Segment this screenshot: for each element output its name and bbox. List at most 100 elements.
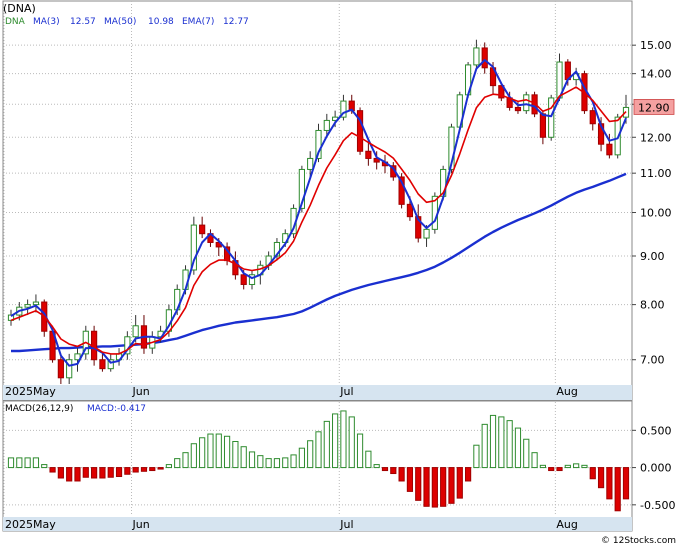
legend-symbol: DNA	[5, 17, 26, 27]
candle	[24, 299, 31, 316]
candle	[124, 331, 131, 360]
macd-month-label: 2025May	[5, 518, 56, 531]
macd-bar	[165, 464, 173, 469]
macd-bar	[7, 457, 15, 469]
macd-bar	[415, 467, 422, 501]
macd-month-label: Jun	[132, 518, 150, 531]
ma50-line	[11, 172, 627, 353]
macd-bar	[456, 467, 463, 499]
candle	[589, 107, 596, 131]
macd-bar	[464, 467, 472, 482]
macd-bar	[282, 457, 289, 469]
macd-bar	[232, 440, 239, 469]
macd-bar	[398, 467, 405, 482]
candle-body	[498, 85, 505, 99]
candle-body	[57, 359, 64, 379]
candle-body	[606, 143, 613, 156]
macd-month-label: Aug	[556, 518, 577, 531]
candle	[315, 123, 322, 163]
macd-legend-label: MACD(26,12,9)	[5, 404, 73, 414]
candle-body	[406, 203, 414, 218]
last-price-tag-label: 12.90	[638, 101, 670, 114]
macd-bar	[248, 451, 256, 469]
macd-tick-label: 0.500	[640, 424, 672, 437]
macd-bar	[548, 467, 555, 472]
macd-bar	[431, 467, 438, 508]
price-tick-label: 14.00	[640, 68, 672, 81]
candle-body	[539, 113, 546, 138]
candle-body	[74, 353, 81, 361]
macd-bar	[332, 413, 339, 469]
macd-bar	[573, 463, 580, 469]
macd-date-axis-band	[3, 517, 632, 531]
price-tick-label: 15.00	[640, 39, 672, 52]
macd-tick-label: -0.500	[640, 499, 675, 512]
macd-bar	[373, 464, 380, 469]
macd-bar	[124, 467, 131, 475]
macd-bar	[323, 420, 330, 469]
price-tick-label: 12.00	[640, 131, 672, 144]
price-legend: DNA MA(3) 12.57 MA(50) 10.98 EMA(7) 12.7…	[5, 17, 249, 27]
macd-legend-value: MACD:-0.417	[87, 404, 146, 414]
legend-ma50-value: 10.98	[148, 17, 174, 27]
candle	[248, 269, 256, 290]
candle	[140, 315, 148, 354]
candle	[415, 204, 422, 243]
price-tick-label: 11.00	[640, 167, 672, 180]
macd-bar	[315, 431, 322, 469]
macd-month-label: Jul	[339, 518, 353, 531]
macd-bar	[41, 464, 48, 469]
macd-bar	[66, 467, 73, 482]
macd-bar	[32, 457, 40, 469]
candle-body	[589, 110, 596, 125]
candle	[190, 216, 197, 275]
price-tick-label: 10.00	[640, 207, 672, 220]
price-tick-label: 8.00	[640, 299, 665, 312]
candle-body	[365, 150, 372, 159]
ema7-line	[10, 86, 627, 355]
legend-ma50-label: MA(50)	[104, 17, 136, 27]
last-price-tag-box	[633, 99, 675, 115]
candle-body	[323, 119, 330, 131]
macd-bar	[99, 467, 106, 479]
macd-bar	[473, 444, 480, 469]
macd-bar	[107, 467, 114, 478]
candle-body	[481, 47, 488, 69]
macd-bar	[348, 416, 355, 469]
macd-bar	[390, 467, 397, 475]
macd-bar	[157, 467, 164, 470]
candle-body	[473, 47, 480, 66]
macd-bar	[140, 467, 148, 472]
macd-bar	[564, 464, 571, 469]
candle-body	[423, 228, 430, 239]
macd-bar	[498, 416, 505, 469]
candle	[523, 91, 530, 114]
macd-bar	[132, 467, 139, 473]
candle	[7, 309, 15, 326]
candle-body	[514, 106, 522, 112]
candle	[398, 173, 405, 209]
macd-bar	[614, 467, 621, 512]
price-tick-label: 9.00	[640, 250, 665, 263]
candle-body	[548, 97, 555, 138]
macd-bar	[481, 423, 488, 469]
price-month-label: Jun	[132, 385, 150, 398]
macd-bar	[440, 467, 447, 507]
macd-bar	[523, 438, 530, 469]
macd-bar	[423, 467, 430, 507]
macd-bar	[489, 414, 497, 469]
legend-ema7-value: 12.77	[223, 17, 249, 27]
macd-bar	[597, 467, 605, 489]
candle	[481, 42, 488, 74]
candle	[66, 353, 73, 384]
macd-bar	[74, 467, 81, 482]
macd-bar	[24, 457, 31, 469]
macd-bar	[531, 452, 538, 469]
macd-bar	[556, 467, 563, 472]
macd-bar	[149, 467, 156, 472]
candle	[365, 140, 372, 166]
macd-bar	[356, 433, 364, 469]
macd-bar	[207, 433, 214, 469]
price-month-label: 2025May	[5, 385, 56, 398]
